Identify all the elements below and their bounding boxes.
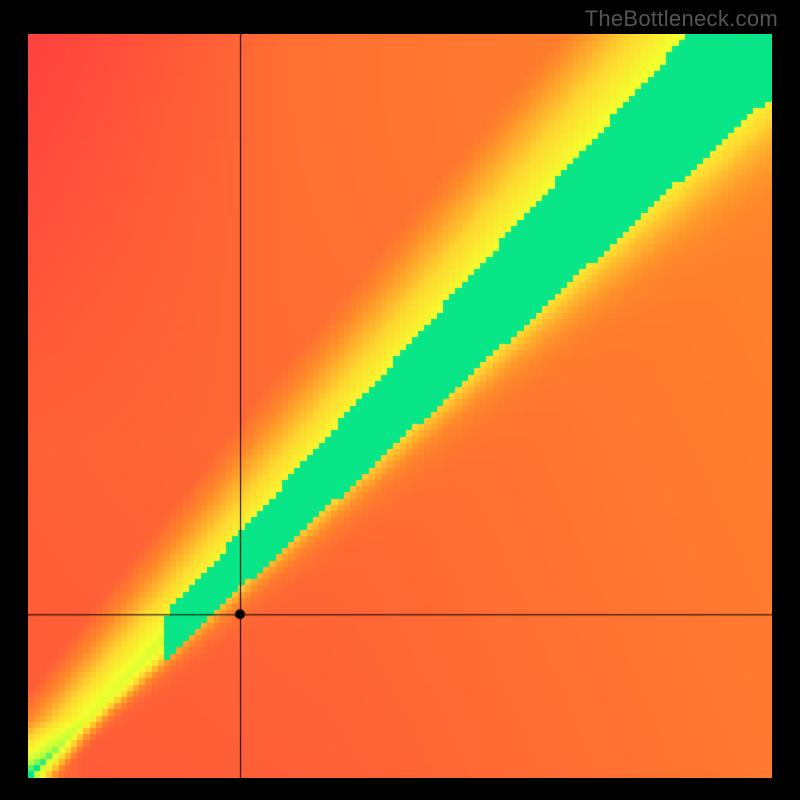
bottleneck-heatmap — [28, 34, 772, 778]
watermark-text: TheBottleneck.com — [585, 6, 778, 32]
chart-outer: TheBottleneck.com — [0, 0, 800, 800]
